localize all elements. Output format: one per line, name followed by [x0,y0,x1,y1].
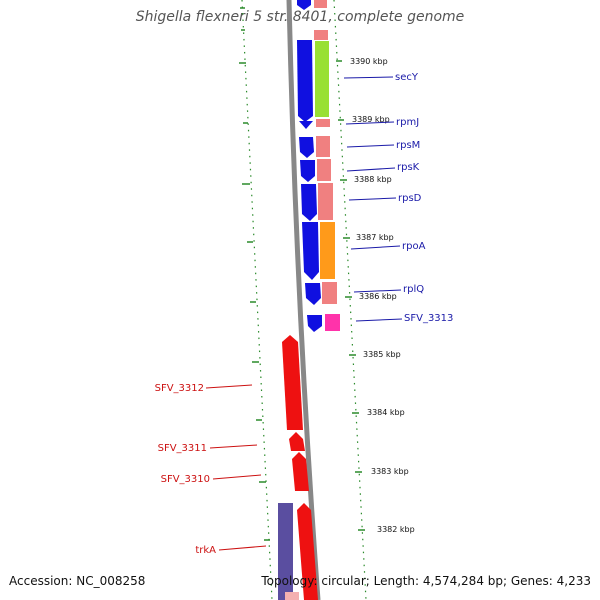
gene-arrow-SFV_3313 [307,315,322,332]
forward-gene-labels: secY rpmJ rpsM rpsK rpsD rpoA rplQ SFV_3… [395,72,453,324]
kbp-label: 3387 kbp [356,233,394,242]
kbp-label: 3388 kbp [354,175,392,184]
kbp-label: 3386 kbp [359,292,397,301]
gene-label-SFV_3310[interactable]: SFV_3310 [161,474,210,485]
kbp-label: 3382 kbp [377,525,415,534]
gene-label-rpsK[interactable]: rpsK [397,162,420,173]
gene-arrow-rpsK [300,160,315,182]
kbp-label: 3390 kbp [350,57,388,66]
kbp-label: 3389 kbp [352,115,390,124]
kbp-label: 3384 kbp [367,408,405,417]
gene-arrow-purple [278,503,293,600]
gene-arrow-trkA [297,503,318,600]
genome-backbone [286,0,321,600]
gene-arrow-rpmJ [299,121,313,129]
gene-arrow-SFV_3311 [289,432,305,451]
gene-arrow-rpoA [302,222,319,280]
gene-label-SFV_3313[interactable]: SFV_3313 [404,313,453,324]
gene-arrow-SFV_3310 [292,452,309,491]
map-title: Shigella flexneri 5 str. 8401, complete … [135,9,465,25]
reverse-gene-labels: SFV_3312 SFV_3311 SFV_3310 trkA [155,383,217,556]
reverse-gene-leaders [205,384,267,551]
left-tick-ring [239,0,273,600]
kbp-label: 3385 kbp [363,350,401,359]
gene-label-secY[interactable]: secY [395,72,419,83]
kbp-labels: 3390 kbp 3389 kbp 3388 kbp 3387 kbp 3386… [350,57,415,534]
gene-label-rplQ[interactable]: rplQ [403,284,424,295]
right-tick-ring [333,0,367,600]
forward-gene-leaders [343,76,403,322]
reverse-strand [278,335,318,600]
forward-strand [297,0,322,332]
gene-label-rpsD[interactable]: rpsD [398,193,422,204]
gene-label-rpoA[interactable]: rpoA [402,241,426,252]
gene-label-rpmJ[interactable]: rpmJ [396,117,419,128]
cog-strip-bottom [285,592,299,600]
cog-strip [314,0,340,331]
gene-arrow-rpsM [299,137,314,158]
gene-arrow-rpsD [301,184,317,221]
topology-label: Topology: circular; Length: 4,574,284 bp… [261,574,591,588]
gene-arrow-rplQ [305,283,321,305]
gene-label-SFV_3312[interactable]: SFV_3312 [155,383,204,394]
gene-label-trkA[interactable]: trkA [195,545,216,556]
gene-label-SFV_3311[interactable]: SFV_3311 [158,443,207,454]
gene-arrow-SFV_3312 [282,335,303,430]
gene-arrow-secY [297,40,313,122]
kbp-label: 3383 kbp [371,467,409,476]
accession-label: Accession: NC_008258 [9,574,146,588]
gene-arrow-partial-top [297,0,311,10]
gene-label-rpsM[interactable]: rpsM [396,140,420,151]
